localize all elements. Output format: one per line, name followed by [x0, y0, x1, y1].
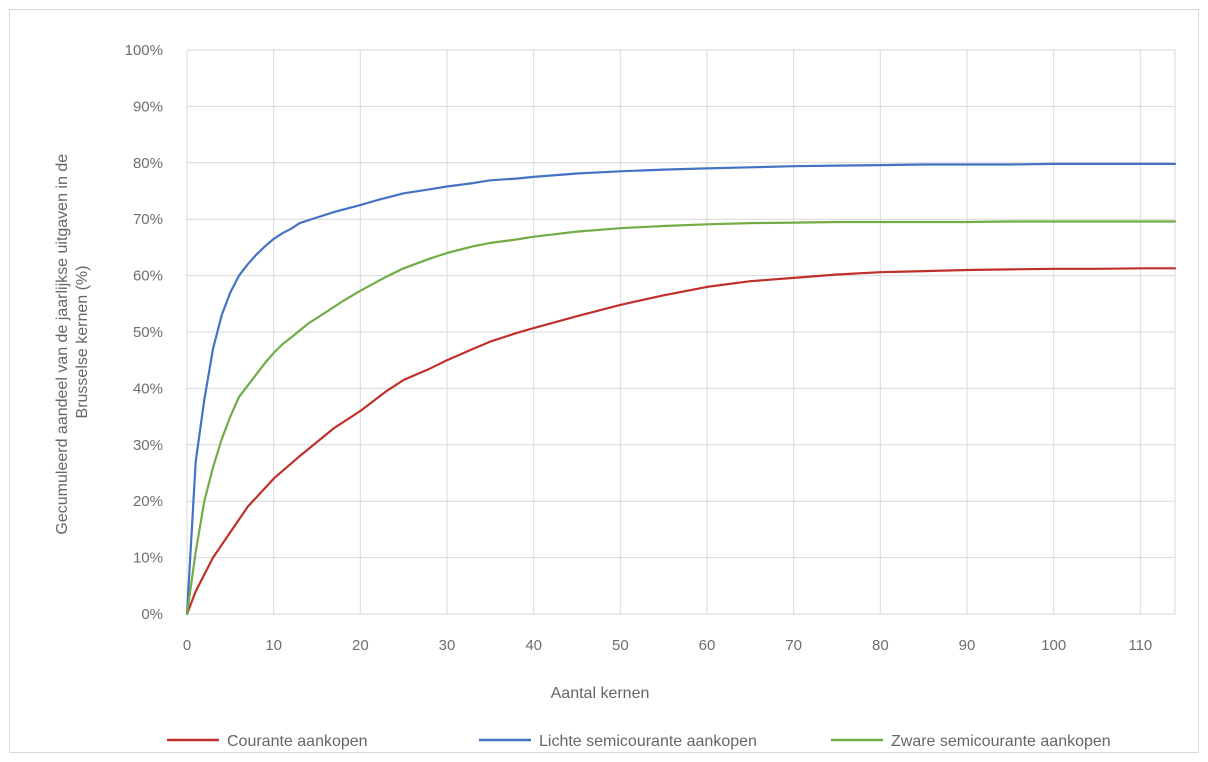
y-axis-title-line-2: Brusselse kernen (%) [74, 266, 91, 419]
y-tick-label: 70% [133, 211, 163, 228]
y-axis-title-line-1: Gecumuleerd aandeel van de jaarlijkse ui… [54, 154, 71, 535]
grid-layer [186, 49, 1176, 615]
y-tick-label: 100% [125, 42, 163, 59]
x-tick-label: 70 [785, 637, 802, 654]
x-tick-label: 20 [352, 637, 369, 654]
x-tick-label: 10 [265, 637, 282, 654]
x-tick-label: 100 [1041, 637, 1066, 654]
chart-frame [9, 9, 1199, 753]
series-line [185, 267, 1177, 616]
y-axis-title: Gecumuleerd aandeel van de jaarlijkse ui… [54, 149, 91, 534]
x-tick-label: 60 [699, 637, 716, 654]
series-layer [185, 162, 1177, 616]
y-tick-label: 90% [133, 98, 163, 115]
x-tick-label: 90 [959, 637, 976, 654]
y-tick-label: 20% [133, 493, 163, 510]
y-tick-label: 80% [133, 155, 163, 172]
x-tick-label: 40 [525, 637, 542, 654]
x-axis-title: Aantal kernen [551, 685, 650, 702]
legend-label: Zware semicourante aankopen [891, 733, 1111, 750]
y-tick-label: 60% [133, 268, 163, 285]
y-tick-label: 30% [133, 437, 163, 454]
tick-labels: 0% 10% 20% 30% 40% 50% 60% 70% 80% 90% 100% 0 10 20 30… [125, 42, 1153, 654]
x-tick-label: 80 [872, 637, 889, 654]
series-line [185, 220, 1177, 616]
x-tick-label: 50 [612, 637, 629, 654]
x-tick-label: 0 [183, 637, 191, 654]
series-line [185, 162, 1177, 616]
x-tick-label: 110 [1128, 637, 1152, 654]
y-tick-label: 0% [141, 606, 163, 623]
legend-label: Lichte semicourante aankopen [539, 733, 757, 750]
x-tick-label: 30 [439, 637, 456, 654]
legend: Courante aankopen Lichte semicourante aan… [167, 733, 1111, 750]
legend-label: Courante aankopen [227, 733, 368, 750]
y-tick-label: 40% [133, 380, 163, 397]
y-tick-label: 10% [133, 550, 163, 567]
y-tick-label: 50% [133, 324, 163, 341]
